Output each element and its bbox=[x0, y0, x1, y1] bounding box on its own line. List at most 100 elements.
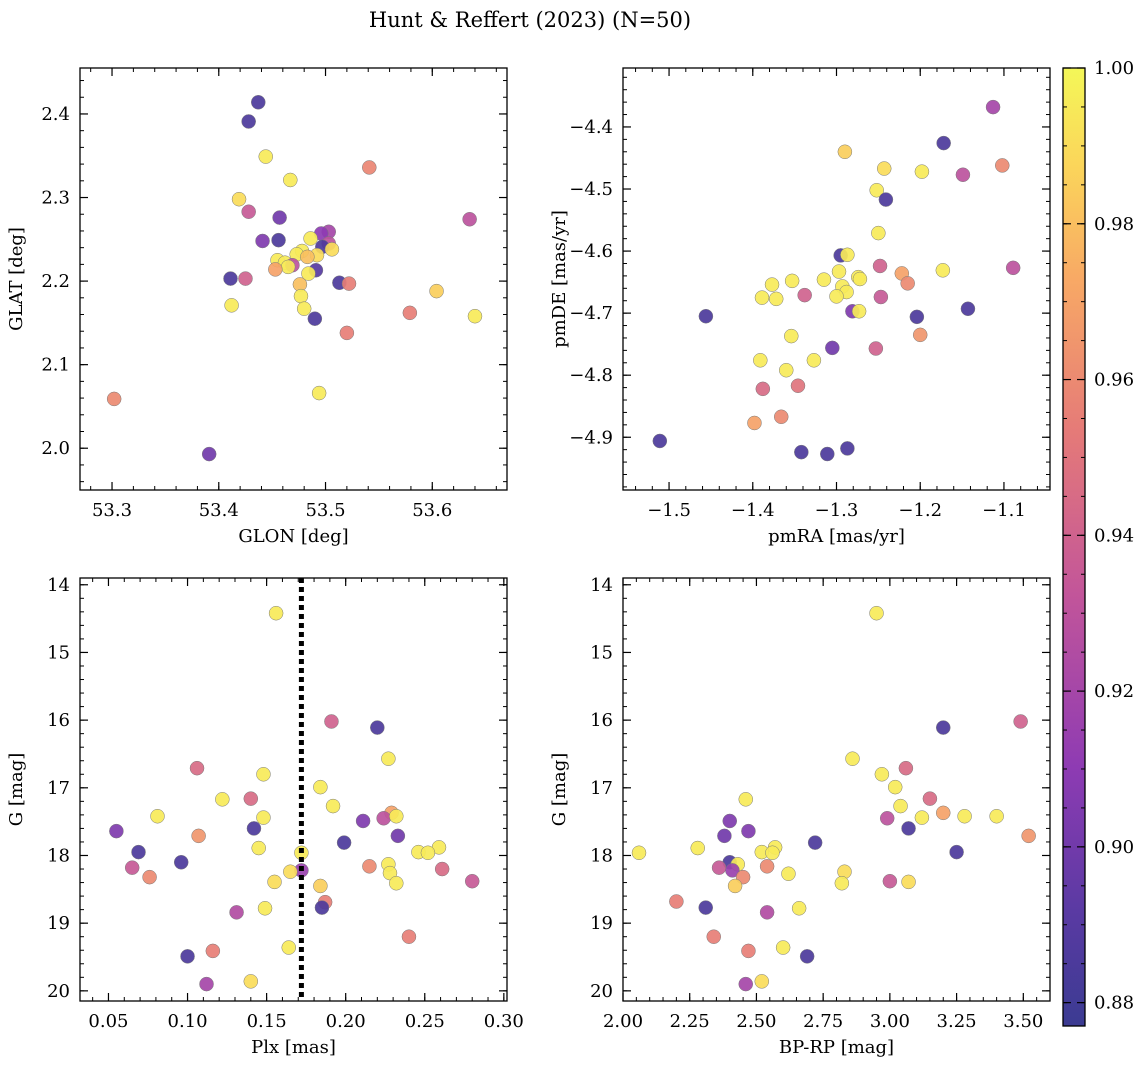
scatter-point bbox=[314, 900, 330, 915]
scatter-point bbox=[873, 289, 889, 305]
x-tick-label: 53.5 bbox=[305, 500, 345, 521]
x-tick-label: 53.4 bbox=[199, 500, 239, 521]
scatter-point bbox=[142, 869, 157, 885]
scatter-point bbox=[738, 976, 754, 992]
scatter-point bbox=[727, 878, 743, 894]
x-tick-label: −1.5 bbox=[647, 500, 691, 521]
scatter-point bbox=[256, 767, 271, 782]
scatter-point bbox=[909, 309, 925, 325]
scatter-point bbox=[914, 164, 930, 179]
scatter-point bbox=[741, 943, 756, 959]
scatter-point bbox=[1005, 260, 1021, 276]
scatter-point bbox=[840, 247, 855, 263]
scatter-point bbox=[935, 263, 951, 278]
scatter-point bbox=[268, 605, 284, 621]
x-tick-label: −1.4 bbox=[731, 500, 775, 521]
scatter-point bbox=[876, 161, 892, 176]
panels: 53.3 53.4 53.5 53.6 2.0 2.1 2.2 2.3 2.4 GLON [deg… bbox=[6, 67, 1051, 1058]
scatter-point bbox=[869, 183, 884, 198]
scatter-point bbox=[898, 760, 914, 776]
y-tick-label: 17 bbox=[590, 778, 613, 799]
scatter-point bbox=[869, 605, 884, 621]
y-tick-label: 15 bbox=[590, 642, 613, 663]
y-axis-label: G [mag] bbox=[6, 753, 27, 826]
y-tick-label: 15 bbox=[47, 642, 70, 663]
y-axis-label: G [mag] bbox=[549, 753, 570, 826]
scatter-point bbox=[258, 149, 273, 164]
scatter-point bbox=[711, 860, 727, 875]
scatter-point bbox=[960, 301, 976, 317]
scatter-point bbox=[429, 283, 444, 299]
scatter-point bbox=[807, 835, 823, 850]
y-tick-label: −4.7 bbox=[569, 303, 613, 324]
scatter-point bbox=[257, 901, 273, 916]
scatter-point bbox=[652, 433, 668, 449]
scatter-point bbox=[267, 874, 282, 890]
scatter-point bbox=[467, 308, 483, 324]
y-tick-label: 2.1 bbox=[41, 355, 70, 376]
scatter-point bbox=[936, 805, 951, 821]
scatter-point bbox=[738, 792, 754, 807]
y-tick-label: −4.4 bbox=[569, 117, 613, 138]
scatter-point bbox=[205, 943, 221, 959]
colorbar-tick-label: 0.94 bbox=[1094, 525, 1134, 546]
scatter-point bbox=[957, 808, 972, 824]
scatter-point bbox=[325, 798, 341, 814]
x-axis-label: Plx [mas] bbox=[251, 1037, 336, 1058]
scatter-point bbox=[131, 844, 146, 860]
scatter-point bbox=[706, 929, 721, 944]
scatter-point bbox=[845, 751, 860, 766]
scatter-point bbox=[189, 760, 205, 776]
scatter-point bbox=[669, 894, 684, 909]
scatter-point bbox=[324, 242, 340, 257]
scatter-point bbox=[922, 791, 938, 806]
scatter-point bbox=[307, 311, 323, 326]
scatter-point bbox=[420, 845, 436, 861]
scatter-point bbox=[901, 821, 916, 836]
scatter-point bbox=[293, 288, 309, 304]
x-tick-label: 0.25 bbox=[405, 1011, 445, 1032]
y-axis-label: GLAT [deg] bbox=[6, 227, 27, 331]
plot-frame bbox=[622, 67, 1051, 491]
scatter-point bbox=[271, 232, 286, 248]
scatter-point bbox=[223, 271, 238, 286]
panel-pmra-pmde: −1.5 −1.4 −1.3 −1.2 −1.1 −4.9 −4.8 −4.7 −4.6 −4.5… bbox=[549, 67, 1051, 547]
scatter-point bbox=[150, 808, 165, 824]
scatter-point bbox=[296, 301, 312, 316]
y-tick-label: 2.0 bbox=[41, 438, 70, 459]
scatter-point bbox=[311, 385, 327, 401]
y-tick-label: 16 bbox=[47, 710, 70, 731]
panel-plx-g: 0.05 0.10 0.15 0.20 0.25 0.30 14 15 16 17 18 19 20 Pl… bbox=[6, 575, 524, 1058]
x-axis-label: GLON [deg] bbox=[238, 526, 348, 547]
y-tick-label: 14 bbox=[590, 575, 613, 596]
scatter-point bbox=[313, 878, 328, 894]
scatter-point bbox=[790, 378, 806, 393]
x-tick-label: 2.00 bbox=[603, 1011, 643, 1032]
scatter-point bbox=[401, 929, 417, 944]
scatter-point bbox=[872, 258, 888, 274]
scatter-point bbox=[754, 974, 770, 989]
scatter-point bbox=[764, 277, 780, 292]
y-tick-label: 18 bbox=[590, 845, 613, 866]
scatter-point bbox=[995, 158, 1010, 173]
x-tick-label: 0.10 bbox=[168, 1011, 208, 1032]
plot-frame bbox=[622, 577, 1051, 1002]
scatter-point bbox=[914, 810, 930, 825]
scatter-point bbox=[820, 446, 835, 462]
scatter-point bbox=[109, 823, 124, 839]
scatter-point bbox=[779, 362, 794, 378]
x-axis-label: pmRA [mas/yr] bbox=[768, 526, 905, 547]
scatter-point bbox=[781, 866, 796, 882]
scatter-point bbox=[768, 291, 784, 307]
scatter-point bbox=[759, 905, 775, 920]
scatter-point bbox=[1013, 714, 1028, 729]
scatter-point bbox=[878, 192, 894, 207]
scatter-point bbox=[324, 714, 339, 729]
x-tick-label: −1.2 bbox=[898, 500, 942, 521]
scatter-point bbox=[887, 779, 903, 795]
scatter-point bbox=[717, 828, 732, 844]
scatter-point bbox=[690, 840, 705, 856]
scatter-point bbox=[893, 798, 908, 814]
scatter-point bbox=[231, 191, 247, 207]
